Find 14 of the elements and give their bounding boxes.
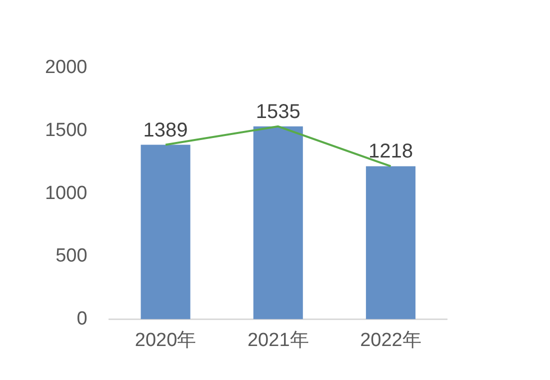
y-tick-label: 1000 xyxy=(44,182,88,204)
x-tick-label: 2021年 xyxy=(247,330,309,351)
bar xyxy=(253,126,303,320)
data-label: 1535 xyxy=(256,100,300,123)
x-tick-label: 2022年 xyxy=(360,330,422,351)
data-label: 1389 xyxy=(143,119,188,142)
y-tick-label: 500 xyxy=(56,246,88,267)
x-tick-label: 2020年 xyxy=(134,330,196,351)
y-tick-label: 0 xyxy=(76,308,88,330)
data-label: 1218 xyxy=(368,140,413,163)
bar xyxy=(366,166,416,320)
y-tick-label: 2000 xyxy=(44,57,88,78)
bar xyxy=(140,144,190,320)
y-tick-label: 1500 xyxy=(44,120,88,142)
